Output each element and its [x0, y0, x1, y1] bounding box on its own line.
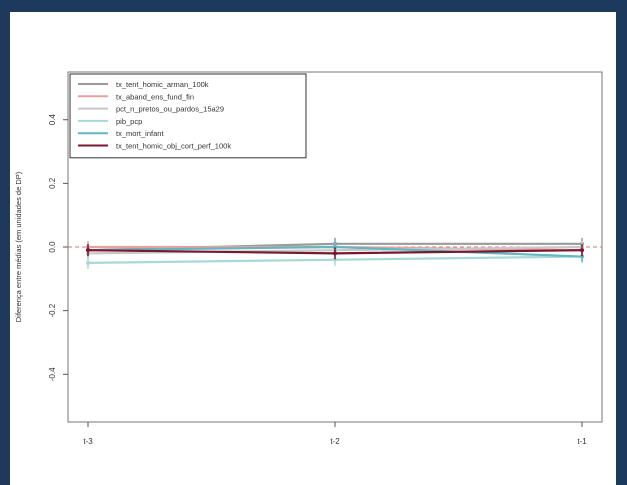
legend-label: pct_n_pretos_ou_pardos_15a29 — [116, 105, 224, 114]
y-tick-label: -0.2 — [48, 303, 57, 317]
data-point — [333, 245, 337, 249]
y-tick-label: 0.2 — [48, 177, 57, 189]
y-axis: -0.4 -0.2 0.0 0.2 0.4 — [48, 114, 68, 381]
legend: tx_tent_homic_arman_100k tx_aband_ens_fun… — [69, 73, 307, 159]
legend-box — [69, 73, 307, 159]
series-group — [86, 237, 584, 269]
data-point — [86, 260, 90, 265]
legend-label: tx_tent_homic_arman_100k — [116, 80, 209, 89]
data-point — [86, 248, 90, 253]
legend-label: tx_mort_infant — [116, 129, 164, 138]
chart-svg: -0.4 -0.2 0.0 0.2 0.4 t-3 t-2 t-1 Diferença en… — [14, 71, 603, 446]
data-point — [333, 251, 337, 256]
y-tick-label: 0.0 — [48, 241, 57, 253]
data-point — [580, 248, 584, 253]
x-tick-label: t-2 — [330, 437, 340, 446]
data-point — [333, 257, 337, 262]
y-axis-title: Diferença entre médias (em unidades de D… — [14, 171, 23, 322]
chart-panel: -0.4 -0.2 0.0 0.2 0.4 t-3 t-2 t-1 Diferença en… — [10, 12, 616, 485]
y-tick-label: -0.4 — [48, 367, 57, 381]
legend-label: tx_aband_ens_fund_fin — [116, 92, 194, 101]
y-tick-label: 0.4 — [48, 114, 57, 126]
x-tick-label: t-1 — [577, 437, 587, 446]
x-axis: t-3 t-2 t-1 — [83, 422, 587, 446]
x-tick-label: t-3 — [83, 437, 93, 446]
legend-label: tx_tent_homic_obj_cort_perf_100k — [116, 142, 231, 151]
data-point — [580, 254, 584, 259]
legend-label: pib_pcp — [116, 117, 142, 126]
